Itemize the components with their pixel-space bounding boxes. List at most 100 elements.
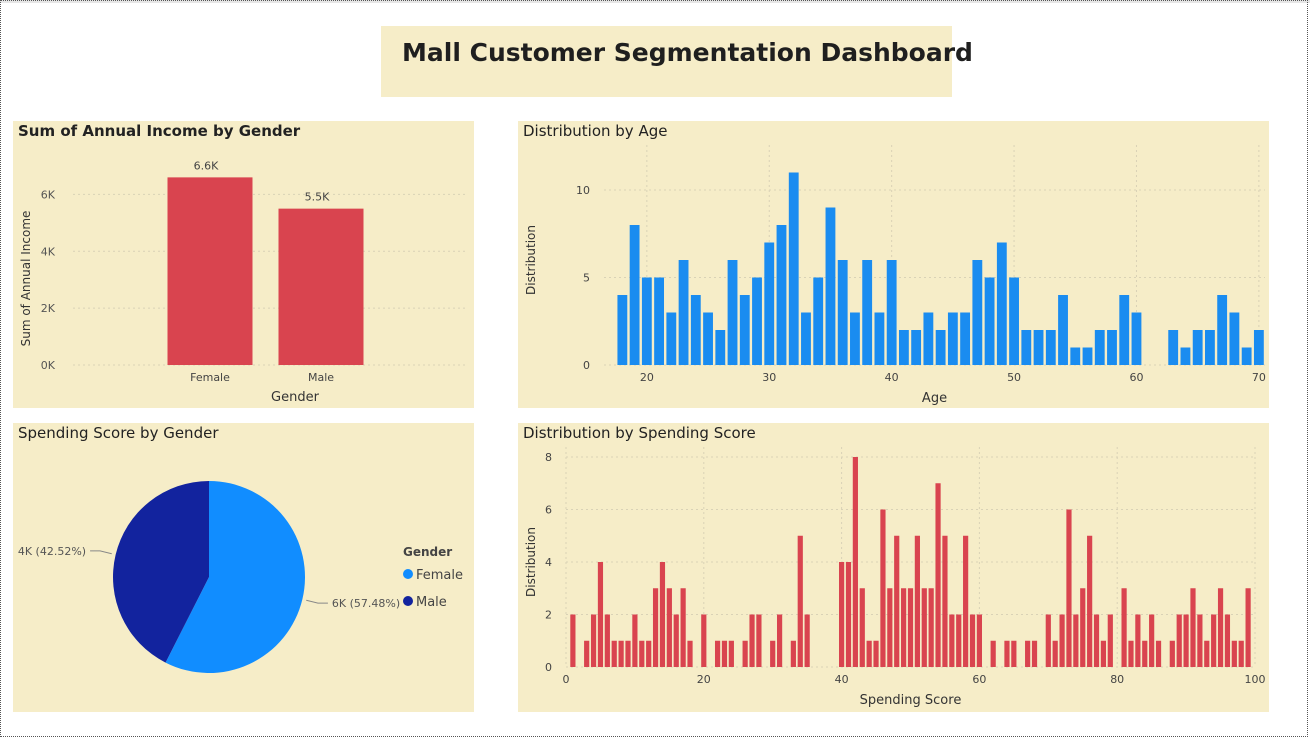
age-xtick-label: 50 [1007, 371, 1021, 384]
spend-bar [907, 588, 914, 667]
spend-bar [756, 614, 762, 667]
spend-ytick-label: 6 [545, 504, 552, 517]
spend-bar [1031, 640, 1038, 667]
spend-ytick-label: 8 [545, 451, 552, 464]
age-bar [813, 277, 824, 365]
spend-bar [894, 535, 900, 667]
age-xtick-label: 40 [885, 371, 899, 384]
title-banner: Mall Customer Segmentation Dashboard [381, 26, 973, 97]
spend-bar [1107, 614, 1113, 667]
income-by-gender-panel[interactable]: Sum of Annual Income by Gender 0K 2K 4K 6K 6… [13, 121, 474, 408]
age-bar [727, 260, 738, 365]
age-bar [935, 330, 946, 365]
age-bar [972, 260, 983, 365]
spend-xtick-label: 80 [1110, 673, 1124, 686]
spend-bar [901, 588, 907, 667]
age-bar [1217, 295, 1228, 365]
age-bar [629, 225, 640, 365]
pie-slice-male [113, 481, 209, 663]
spend-bar [790, 640, 796, 667]
income-ytick-label: 2K [41, 302, 56, 315]
spend-bar [1183, 614, 1189, 667]
spend-bar [590, 614, 597, 667]
spend-bar [659, 562, 666, 667]
spend-bar [1176, 614, 1182, 667]
spend-ytick-label: 0 [545, 661, 552, 674]
spend-bar [1238, 640, 1244, 667]
pie-leader-line [90, 550, 112, 555]
spend-bar [1190, 588, 1196, 667]
age-bar [1009, 277, 1019, 365]
spend-bar [1025, 640, 1031, 667]
age-distribution-panel[interactable]: Distribution by Age 20 30 40 50 60 70 0 5 10 Age D… [518, 121, 1269, 408]
pie-legend-label: Male [416, 595, 447, 610]
spend-bar [1121, 588, 1127, 667]
age-bar [1229, 312, 1240, 365]
age-xtick-label: 70 [1252, 371, 1266, 384]
spend-bar [956, 614, 962, 667]
income-xtick-label: Female [190, 371, 230, 384]
spend-xtick-label: 0 [563, 673, 570, 686]
age-bar [1082, 347, 1093, 365]
spend-bar [976, 614, 982, 667]
age-bar [984, 277, 995, 365]
spend-yaxis-title: Distribution [524, 527, 538, 597]
spend-bar [1045, 614, 1051, 667]
age-bar [1119, 295, 1130, 365]
age-bar [1180, 347, 1191, 365]
spend-xaxis-title: Spending Score [860, 693, 962, 708]
spend-bar [721, 640, 728, 667]
age-bar [776, 225, 787, 365]
spending-by-gender-panel[interactable]: Spending Score by Gender 6K (57.48%) 4K (… [13, 423, 474, 712]
income-chart-title: Sum of Annual Income by Gender [18, 122, 301, 140]
spend-bar [770, 640, 776, 667]
spend-bar [1066, 509, 1072, 667]
age-bar [898, 330, 909, 365]
age-bar [837, 260, 848, 365]
top-strip [0, 0, 1310, 3]
spend-bar [584, 640, 590, 667]
spend-bar [880, 509, 886, 667]
spend-bar [714, 640, 721, 667]
age-bar [874, 312, 885, 365]
spend-bar [1011, 640, 1017, 667]
spend-bar [639, 640, 645, 667]
spend-bar [928, 588, 934, 667]
age-histogram: 20 30 40 50 60 70 0 5 10 Age Distribution [524, 145, 1266, 406]
pie-legend-marker-male [403, 596, 413, 606]
spend-bar [687, 640, 693, 667]
spend-bar [749, 614, 755, 667]
age-ytick-label: 10 [576, 184, 590, 197]
age-bar [850, 312, 860, 365]
spending-distribution-panel[interactable]: Distribution by Spending Score 0 20 40 60 80… [518, 423, 1269, 712]
age-bar [1107, 330, 1117, 365]
spend-bar [652, 588, 659, 667]
age-bar [886, 260, 897, 365]
age-bar [862, 260, 873, 365]
spend-bar [1224, 614, 1231, 667]
spend-bar [859, 588, 865, 667]
spending-score-histogram: 0 20 40 60 80 100 0 2 4 6 8 Spending Score Distribut… [524, 447, 1266, 708]
spend-bar [1211, 614, 1217, 667]
spend-xtick-label: 60 [972, 673, 986, 686]
age-bar [1192, 330, 1203, 365]
spend-bar [597, 562, 604, 667]
age-xtick-label: 20 [640, 371, 654, 384]
spend-bar [1100, 640, 1107, 667]
spend-bar [604, 614, 610, 667]
spending-chart-title: Distribution by Spending Score [523, 424, 756, 442]
age-bar [911, 330, 922, 365]
spending-pie-chart: 6K (57.48%) 4K (42.52%) Gender Female Male [18, 481, 463, 673]
pie-leader-line [306, 599, 328, 604]
spend-bar [1231, 640, 1237, 667]
spend-bar [914, 535, 920, 667]
spend-bar [935, 483, 941, 667]
spend-xtick-label: 100 [1245, 673, 1266, 686]
age-xaxis-title: Age [922, 391, 947, 406]
pie-legend-marker-female [403, 569, 413, 579]
spend-xtick-label: 40 [835, 673, 849, 686]
age-bar [1168, 330, 1179, 365]
age-bar [960, 312, 971, 365]
age-bar [788, 172, 799, 365]
spend-bar [625, 640, 631, 667]
